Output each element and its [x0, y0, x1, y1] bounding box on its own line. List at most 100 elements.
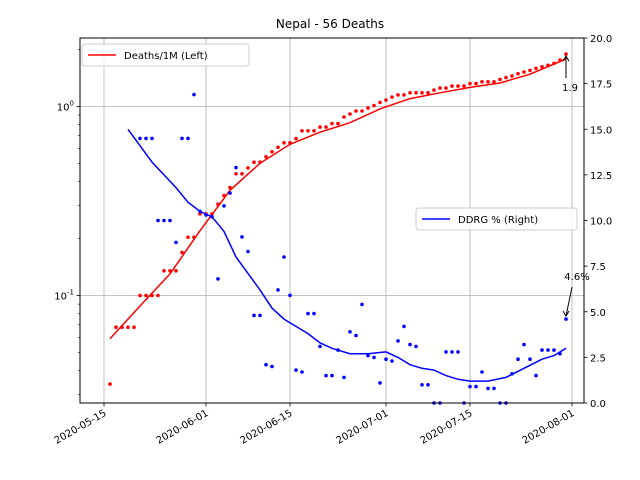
series-point — [486, 386, 490, 391]
series-point — [294, 136, 298, 141]
series-point — [132, 325, 136, 330]
series-point — [354, 333, 358, 338]
series-point — [372, 355, 376, 360]
series-point — [468, 384, 472, 389]
series-point — [378, 381, 382, 385]
annotation-arrowhead — [562, 310, 570, 318]
y-right-tick-label: 12.5 — [590, 171, 612, 182]
x-tick-label: 2020-07-15 — [419, 408, 475, 447]
series-point — [198, 209, 202, 214]
series-point — [108, 382, 112, 386]
series-point — [288, 293, 292, 298]
series-point — [174, 240, 178, 245]
series-point — [312, 311, 316, 316]
legend-right: DDRG % (Right) — [415, 207, 578, 231]
series-point — [390, 359, 394, 363]
series-point — [402, 93, 406, 97]
series-point — [546, 348, 550, 352]
series-point — [450, 84, 454, 88]
series-point — [366, 106, 370, 110]
series-point — [462, 84, 466, 88]
series-point — [174, 269, 178, 273]
legend-box — [81, 43, 250, 67]
series-point — [384, 98, 388, 102]
chart-title: Nepal - 56 Deaths — [276, 17, 384, 31]
series-point — [402, 324, 406, 329]
series-line — [127, 128, 567, 382]
series-point — [420, 383, 424, 387]
x-tick-label: 2020-07-01 — [335, 408, 391, 447]
series-point — [306, 311, 310, 316]
series-point — [270, 364, 274, 369]
series-point — [444, 86, 448, 90]
series-point — [216, 202, 220, 206]
series-point — [162, 218, 166, 223]
series-point — [162, 269, 166, 273]
series-point — [192, 92, 196, 97]
legend-label: DDRG % (Right) — [458, 215, 538, 226]
series-point — [150, 293, 154, 298]
series-point — [522, 342, 526, 347]
series-point — [204, 213, 208, 217]
series-point — [360, 302, 364, 307]
series-point — [330, 373, 334, 378]
series-point — [396, 93, 400, 97]
y-left-tick-label: 100 — [57, 99, 74, 113]
series-point — [144, 136, 148, 141]
series-point — [480, 80, 484, 84]
series-point — [330, 121, 334, 126]
series-point — [282, 255, 286, 259]
x-tick-label: 2020-06-01 — [155, 408, 211, 447]
series-point — [558, 58, 562, 62]
series-point — [252, 160, 256, 164]
series-point — [270, 150, 274, 154]
x-tick-label: 2020-08-01 — [521, 408, 577, 447]
series-point — [408, 91, 412, 95]
series-point — [300, 370, 304, 374]
series-point — [324, 125, 328, 129]
series-point — [336, 348, 340, 352]
series-point — [510, 74, 514, 78]
y-right-tick-label: 7.5 — [590, 262, 606, 273]
series-point — [498, 77, 502, 82]
series-point — [234, 165, 238, 170]
series-point — [504, 75, 508, 80]
series-point — [168, 269, 172, 273]
series-point — [198, 212, 202, 216]
legend-label: Deaths/1M (Left) — [124, 51, 208, 62]
y-right-tick-label: 20.0 — [590, 34, 612, 45]
series-point — [366, 353, 370, 358]
plot-series — [108, 52, 568, 405]
series-point — [534, 373, 538, 378]
series-point — [294, 368, 298, 372]
series-point — [336, 121, 340, 126]
series-point — [342, 115, 346, 119]
series-point — [342, 375, 346, 380]
series-point — [210, 212, 214, 216]
series-point — [180, 136, 184, 141]
series-point — [552, 348, 556, 352]
series-point — [246, 166, 250, 170]
series-point — [306, 129, 310, 133]
series-point — [222, 204, 226, 208]
series-point — [426, 383, 430, 387]
series-line — [109, 58, 567, 340]
series-point — [408, 342, 412, 347]
series-point — [444, 350, 448, 354]
series-point — [414, 344, 418, 349]
y-right-tick-label: 17.5 — [590, 80, 612, 91]
series-point — [210, 215, 214, 219]
y-right-tick-label: 15.0 — [590, 125, 612, 136]
series-point — [564, 317, 568, 321]
series-point — [186, 136, 190, 141]
y-right-tick-label: 0.0 — [590, 399, 606, 410]
series-point — [354, 109, 358, 113]
series-point — [510, 372, 514, 376]
series-point — [114, 325, 118, 330]
series-point — [564, 52, 568, 56]
series-point — [438, 86, 442, 90]
series-point — [432, 88, 436, 92]
series-point — [240, 172, 244, 176]
annotation-arrow — [565, 286, 573, 317]
series-point — [192, 235, 196, 240]
